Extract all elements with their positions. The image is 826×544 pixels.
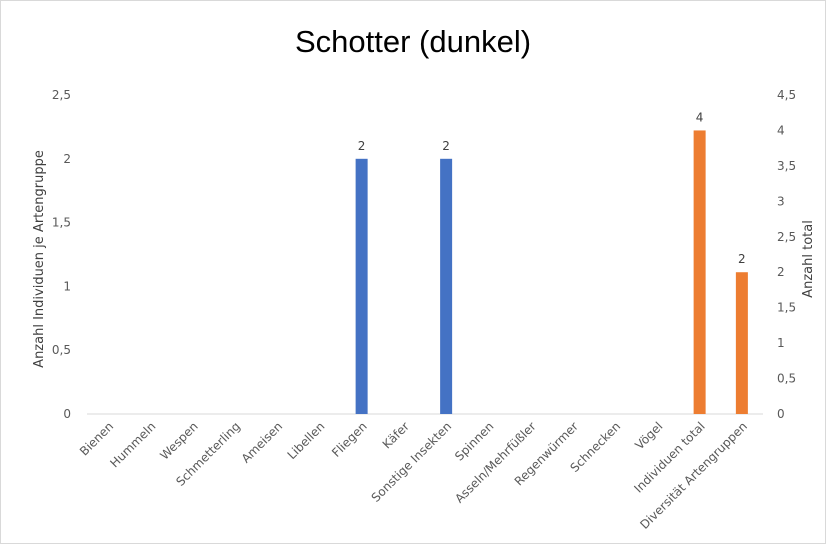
y2-tick-label: 2	[777, 265, 785, 279]
bar-data-label: 4	[696, 110, 704, 124]
x-tick-label: Hummeln	[107, 419, 158, 470]
y2-tick-label: 4	[777, 123, 785, 137]
y-tick-label: 0,5	[52, 343, 71, 357]
bar	[440, 159, 452, 414]
x-tick-label: Asseln/Mehrfüßler	[452, 419, 539, 506]
x-tick-label: Ameisen	[239, 419, 286, 466]
y2-tick-label: 1,5	[777, 301, 796, 315]
y2-tick-label: 3,5	[777, 159, 796, 173]
y2-axis-title: Anzahl total	[801, 220, 816, 298]
x-tick-label: Sonstige Insekten	[369, 419, 455, 505]
y-tick-label: 2,5	[52, 88, 71, 102]
x-tick-label: Käfer	[380, 419, 412, 451]
y2-tick-label: 4,5	[777, 88, 796, 102]
y2-tick-label: 2,5	[777, 230, 796, 244]
y2-tick-label: 0	[777, 407, 785, 421]
data-labels: 2 2 4 2	[358, 110, 746, 266]
bar-data-label: 2	[358, 139, 366, 153]
y2-axis-ticks: 0 0,5 1 1,5 2 2,5 3 3,5 4 4,5	[777, 88, 796, 421]
y-tick-label: 2	[63, 152, 71, 166]
y-axis-ticks: 0 0,5 1 1,5 2 2,5	[52, 88, 71, 421]
y-tick-label: 1	[63, 279, 71, 293]
y2-tick-label: 3	[777, 194, 785, 208]
y2-tick-label: 1	[777, 336, 785, 350]
y2-tick-label: 0,5	[777, 372, 796, 386]
bar	[356, 159, 368, 414]
x-tick-label: Libellen	[285, 419, 328, 462]
bar	[736, 272, 748, 414]
bar-marks	[356, 130, 748, 414]
y-tick-label: 0	[63, 407, 71, 421]
y-tick-label: 1,5	[52, 216, 71, 230]
bar-data-label: 2	[738, 252, 746, 266]
chart-title: Schotter (dunkel)	[295, 24, 531, 59]
x-tick-label: Bienen	[77, 419, 116, 458]
x-tick-label: Vögel	[632, 419, 665, 452]
bar	[694, 130, 706, 414]
x-tick-label: Fliegen	[329, 419, 370, 460]
x-tick-label: Wespen	[157, 419, 200, 462]
bar-data-label: 2	[442, 139, 450, 153]
y-axis-title: Anzahl Individuen je Artengruppe	[32, 150, 47, 368]
